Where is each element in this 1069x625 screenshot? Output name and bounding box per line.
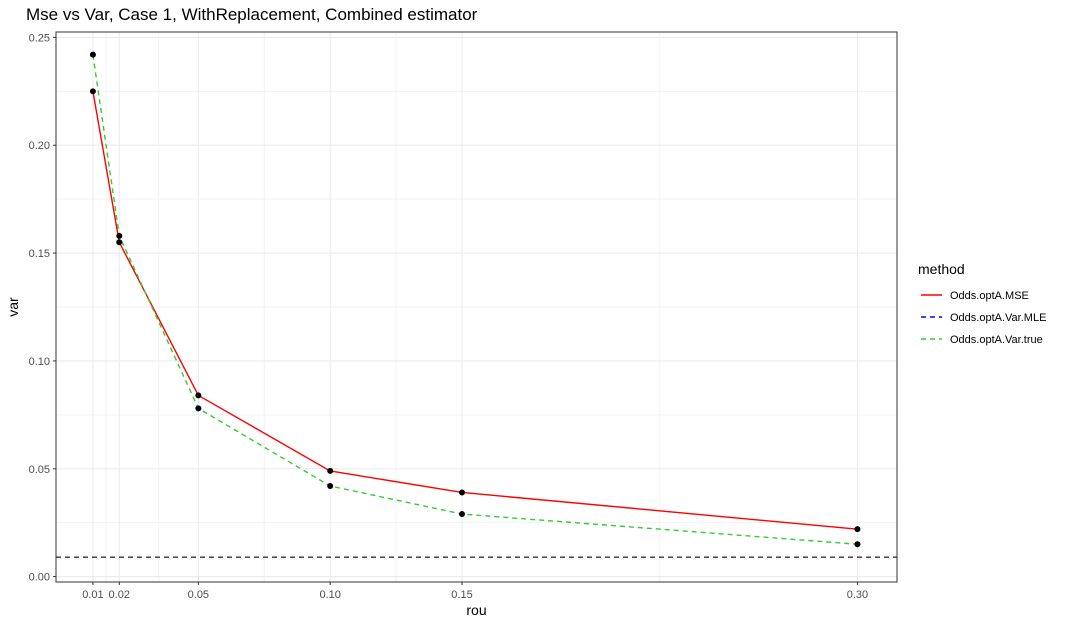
legend-label-Odds.optA.MSE: Odds.optA.MSE <box>950 290 1029 302</box>
legend-label-Odds.optA.Var.true: Odds.optA.Var.true <box>950 334 1043 346</box>
legend: method Odds.optA.MSEOdds.optA.Var.MLEOdd… <box>918 261 1046 346</box>
x-tick-label: 0.01 <box>82 589 103 601</box>
major-gridlines <box>56 32 897 582</box>
minor-gridlines <box>56 32 897 582</box>
legend-items: Odds.optA.MSE Odds.optA.Var.MLE Odds.optA.… <box>921 290 1046 346</box>
data-points <box>89 51 861 548</box>
data-point-Odds.optA.Var.true <box>459 511 465 518</box>
data-point-Odds.optA.Var.true <box>195 405 202 412</box>
y-axis: 0.00 0.05 0.10 0.15 0.20 0.25 <box>29 32 56 584</box>
y-axis-title: var <box>5 297 21 317</box>
x-tick-label: 0.02 <box>109 589 130 601</box>
data-point-Odds.optA.Var.true <box>116 232 123 239</box>
series-lines <box>92 54 858 545</box>
y-tick-label: 0.15 <box>29 248 50 260</box>
panel-border <box>55 31 898 583</box>
y-tick-label: 0.25 <box>29 32 50 44</box>
x-tick-label: 0.30 <box>847 589 868 601</box>
data-point-Odds.optA.MSE <box>459 489 465 496</box>
data-point-Odds.optA.Var.true <box>327 483 334 490</box>
data-point-Odds.optA.MSE <box>116 239 123 246</box>
data-point-Odds.optA.Var.true <box>854 541 861 548</box>
series-line-Odds.optA.MSE <box>92 91 858 530</box>
y-tick-label: 0.20 <box>29 140 50 152</box>
legend-label-Odds.optA.Var.MLE: Odds.optA.Var.MLE <box>950 312 1046 324</box>
plot-panel <box>55 31 898 583</box>
data-point-Odds.optA.MSE <box>89 88 96 95</box>
chart-title: Mse vs Var, Case 1, WithReplacement, Com… <box>26 5 478 24</box>
data-point-Odds.optA.MSE <box>327 467 334 474</box>
y-tick-label: 0.05 <box>29 464 50 476</box>
x-axis: 0.01 0.02 0.05 0.10 0.15 0.30 <box>82 582 868 601</box>
x-axis-title: rou <box>466 602 486 618</box>
x-tick-label: 0.05 <box>188 589 209 601</box>
x-tick-label: 0.15 <box>451 589 472 601</box>
y-tick-label: 0.00 <box>29 572 50 584</box>
x-tick-label: 0.10 <box>319 589 340 601</box>
y-tick-label: 0.10 <box>29 356 50 368</box>
data-point-Odds.optA.MSE <box>854 526 861 533</box>
legend-title: method <box>918 261 965 277</box>
data-point-Odds.optA.Var.true <box>89 51 96 58</box>
data-point-Odds.optA.MSE <box>195 392 202 399</box>
